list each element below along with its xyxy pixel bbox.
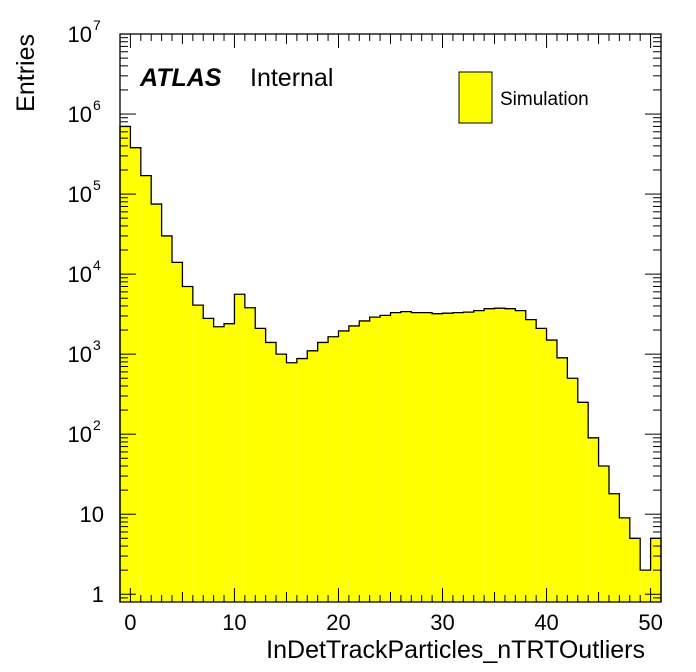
histogram-bar <box>276 354 287 602</box>
histogram-bar <box>556 357 568 602</box>
histogram-bar <box>598 466 609 602</box>
y-axis-ticks <box>120 33 661 603</box>
histogram-bar <box>432 313 443 602</box>
x-axis-ticks <box>119 34 662 602</box>
x-axis-title: InDetTrackParticles_nTRTOutliers <box>266 636 645 664</box>
histogram-bar <box>567 378 578 602</box>
histogram-bar <box>234 294 245 602</box>
histogram-bar <box>494 308 505 602</box>
y-tick-label: 10 <box>80 502 104 527</box>
histogram-bar <box>504 308 516 602</box>
histogram-bar <box>120 126 131 603</box>
histogram-bar <box>463 312 474 602</box>
histogram-bars <box>120 126 661 603</box>
histogram-bar <box>546 340 557 602</box>
histogram-bar <box>421 312 433 602</box>
histogram-bar <box>484 308 495 602</box>
histogram-bar <box>338 330 349 602</box>
atlas-label: ATLAS <box>139 64 222 92</box>
histogram-bar <box>525 319 537 602</box>
histogram-bar <box>400 311 412 602</box>
x-tick-label: 0 <box>124 610 136 635</box>
histogram-bar <box>244 307 256 602</box>
y-tick-exponent: 7 <box>93 17 101 33</box>
x-tick-label: 30 <box>430 610 454 635</box>
y-tick-exponent: 6 <box>93 97 101 113</box>
histogram-bar <box>473 310 485 602</box>
internal-label: Internal <box>250 64 333 92</box>
histogram-bar <box>442 313 453 602</box>
histogram-bar <box>619 517 630 602</box>
histogram-bar <box>577 402 589 602</box>
histogram-bar <box>328 336 339 602</box>
x-tick-label: 20 <box>326 610 350 635</box>
y-tick-label: 10 <box>68 22 92 47</box>
histogram-bar <box>161 235 173 602</box>
histogram-bar <box>348 325 360 602</box>
histogram-bar <box>265 342 277 602</box>
histogram-bar <box>608 493 620 602</box>
histogram-bar <box>536 328 547 602</box>
y-tick-exponent: 5 <box>93 177 101 193</box>
histogram-bar <box>411 312 422 602</box>
legend: Simulation <box>458 71 589 124</box>
legend-label: Simulation <box>500 89 589 110</box>
histogram-bar <box>203 318 214 602</box>
x-tick-label: 40 <box>534 610 558 635</box>
histogram-bar <box>192 305 204 602</box>
y-tick-label: 10 <box>68 182 92 207</box>
histogram-bar <box>307 350 318 602</box>
histogram-bar <box>369 317 381 602</box>
y-tick-exponent: 3 <box>93 337 101 353</box>
histogram-bar <box>130 147 141 602</box>
histogram-bar <box>390 312 401 602</box>
y-tick-exponent: 2 <box>93 417 101 433</box>
x-tick-label: 10 <box>222 610 246 635</box>
y-axis-title: Entries <box>12 34 40 112</box>
histogram-bar <box>452 312 464 602</box>
histogram-bar <box>640 570 651 602</box>
histogram-bar <box>380 315 391 602</box>
histogram-bar <box>140 175 152 602</box>
y-tick-label: 10 <box>68 262 92 287</box>
histogram-bar <box>151 204 162 603</box>
histogram-bar <box>629 538 641 602</box>
histogram-bar <box>515 310 526 602</box>
x-tick-labels: 0 10 20 30 40 50 <box>124 610 663 635</box>
y-tick-label: 1 <box>92 582 104 607</box>
histogram-bar <box>286 362 297 602</box>
histogram-bar <box>172 262 183 602</box>
y-tick-label: 10 <box>68 102 92 127</box>
y-tick-label: 10 <box>68 422 92 447</box>
y-tick-exponent: 4 <box>93 257 101 273</box>
histogram-bar <box>182 286 193 602</box>
y-tick-label: 10 <box>68 342 92 367</box>
histogram-bar <box>213 326 225 602</box>
histogram-bar <box>588 437 599 602</box>
histogram-outline <box>119 125 662 602</box>
histogram-bar <box>224 323 235 602</box>
histogram-bar <box>296 358 308 602</box>
legend-swatch <box>458 71 493 124</box>
histogram-bar <box>255 328 266 602</box>
histogram-bar <box>317 342 329 602</box>
x-tick-label: 50 <box>638 610 662 635</box>
histogram-bar <box>359 320 370 602</box>
